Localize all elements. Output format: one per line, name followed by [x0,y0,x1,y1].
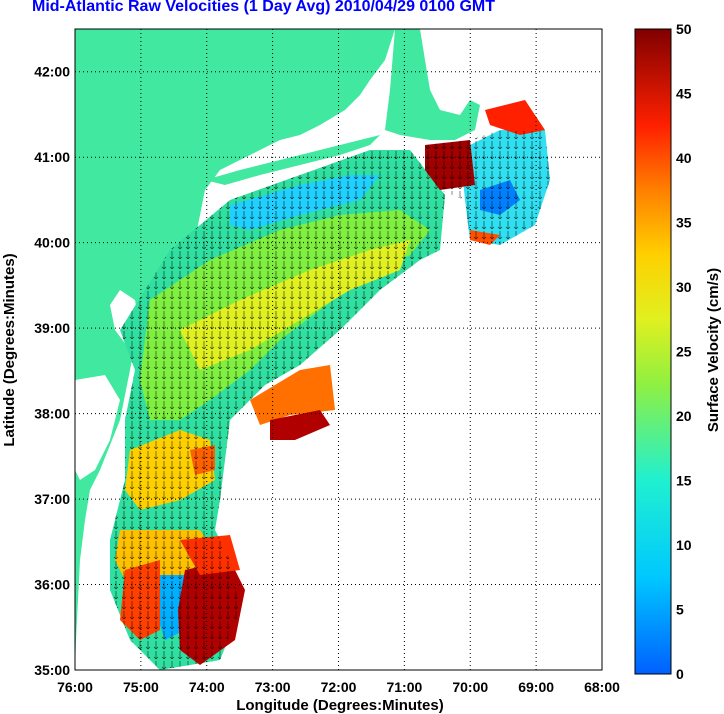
y-tick-label: 36:00 [34,577,70,593]
x-axis-label: Longitude (Degrees:Minutes) [236,697,444,714]
y-tick-label: 42:00 [34,64,70,80]
colorbar-tick-label: 25 [676,344,692,360]
plot-frame [74,28,603,671]
land-mainland [75,29,395,670]
bay-chesapeake [75,375,120,480]
y-tick-label: 39:00 [34,320,70,336]
map-plot-area [75,29,602,670]
colorbar-ticks: 0 5 10 15 20 25 30 35 40 45 50 [676,21,692,682]
colorbar-tick-label: 0 [676,666,684,682]
colorbar-tick-label: 40 [676,150,692,166]
velocity-field [110,100,550,670]
colorbar [634,28,672,675]
y-axis-ticks: 35:00 36:00 37:00 38:00 39:00 40:00 41:00 42:00 [34,64,70,678]
y-axis-label: Latitude (Degrees:Minutes) [1,253,18,446]
land-long-island [205,135,380,185]
colorbar-tick-label: 35 [676,215,692,231]
y-tick-label: 37:00 [34,491,70,507]
colorbar-tick-label: 15 [676,473,692,489]
colorbar-label: Surface Velocity (cm/s) [705,268,722,432]
y-tick-label: 40:00 [34,235,70,251]
colorbar-tick-label: 30 [676,279,692,295]
x-tick-label: 76:00 [57,679,93,695]
map-title: Mid-Atlantic Raw Velocities (1 Day Avg) … [32,0,495,15]
y-tick-label: 41:00 [34,149,70,165]
colorbar-tick-label: 20 [676,408,692,424]
colorbar-tick-label: 10 [676,537,692,553]
colorbar-tick-label: 45 [676,86,692,102]
colorbar-tick-label: 50 [676,21,692,37]
x-tick-label: 70:00 [452,679,488,695]
y-tick-label: 38:00 [34,406,70,422]
land-new-england [385,29,480,140]
y-tick-label: 35:00 [34,662,70,678]
x-tick-label: 68:00 [584,679,620,695]
x-tick-label: 73:00 [255,679,291,695]
x-axis-ticks: 76:00 75:00 74:00 73:00 72:00 71:00 70:00 69:00… [57,679,620,695]
colorbar-tick-label: 5 [676,602,684,618]
x-tick-label: 74:00 [189,679,225,695]
x-tick-label: 72:00 [321,679,357,695]
x-tick-label: 71:00 [386,679,422,695]
x-tick-label: 75:00 [123,679,159,695]
x-tick-label: 69:00 [518,679,554,695]
grid-lines [75,29,602,670]
